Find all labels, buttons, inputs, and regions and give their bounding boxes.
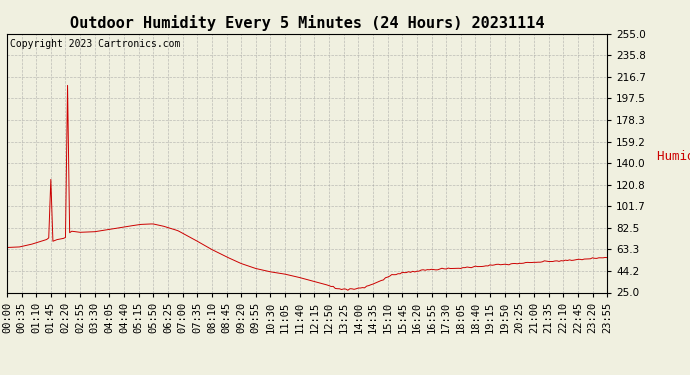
Y-axis label: Humidity (%): Humidity (%)	[657, 150, 690, 163]
Text: Copyright 2023 Cartronics.com: Copyright 2023 Cartronics.com	[10, 39, 180, 49]
Title: Outdoor Humidity Every 5 Minutes (24 Hours) 20231114: Outdoor Humidity Every 5 Minutes (24 Hou…	[70, 15, 544, 31]
